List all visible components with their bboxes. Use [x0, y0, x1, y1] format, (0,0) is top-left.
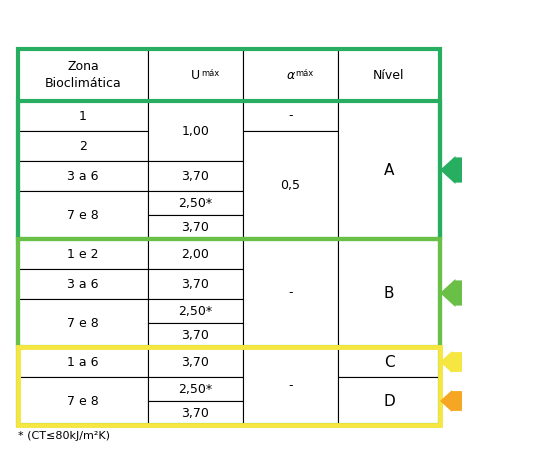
Bar [243, 347, 338, 425]
Bar [18, 299, 148, 347]
Bar [18, 191, 148, 239]
Text: 7 e 8: 7 e 8 [67, 394, 99, 408]
Bar [148, 299, 243, 323]
Text: máx: máx [296, 68, 314, 77]
Bar [243, 101, 338, 131]
Bar [18, 347, 440, 425]
Text: -: - [288, 379, 293, 393]
Bar [338, 347, 440, 377]
Bar [148, 377, 243, 401]
Text: 2,50*: 2,50* [178, 197, 212, 210]
Bar [338, 49, 440, 101]
Bar [18, 49, 440, 425]
Text: 3,70: 3,70 [182, 328, 210, 341]
Text: 3,70: 3,70 [182, 220, 210, 234]
Bar [18, 101, 148, 131]
Text: U: U [191, 68, 200, 82]
Text: α: α [286, 68, 295, 82]
Text: D: D [383, 393, 395, 408]
Bar [148, 239, 243, 269]
Polygon shape [440, 156, 462, 184]
Text: 7 e 8: 7 e 8 [67, 317, 99, 330]
Text: 3 a 6: 3 a 6 [67, 278, 99, 290]
Text: Nível: Nível [373, 68, 405, 82]
Polygon shape [440, 351, 462, 373]
Text: A: A [384, 162, 394, 177]
Bar [338, 239, 440, 347]
Bar [148, 161, 243, 191]
Polygon shape [440, 279, 462, 307]
Bar [18, 101, 440, 239]
Text: 3,70: 3,70 [182, 169, 210, 182]
Text: 3 a 6: 3 a 6 [67, 169, 99, 182]
Bar [148, 401, 243, 425]
Bar [243, 49, 338, 101]
Bar [18, 269, 148, 299]
Text: 3,70: 3,70 [182, 356, 210, 369]
Text: 2,50*: 2,50* [178, 383, 212, 395]
Text: 2: 2 [79, 139, 87, 152]
Bar [18, 377, 148, 425]
Bar [148, 49, 243, 101]
Polygon shape [440, 390, 462, 412]
Text: máx: máx [201, 68, 220, 77]
Text: 1: 1 [79, 109, 87, 122]
Text: 3,70: 3,70 [182, 407, 210, 419]
Text: * (CT≤80kJ/m²K): * (CT≤80kJ/m²K) [18, 431, 110, 441]
Bar [338, 377, 440, 425]
Bar [243, 239, 338, 347]
Bar [18, 239, 440, 347]
Text: 3,70: 3,70 [182, 278, 210, 290]
Bar [18, 347, 148, 377]
Text: Zona
Bioclimática: Zona Bioclimática [45, 60, 121, 90]
Text: B: B [383, 286, 394, 301]
Bar [148, 323, 243, 347]
Text: -: - [288, 109, 293, 122]
Bar [18, 131, 148, 161]
Bar [338, 101, 440, 239]
Text: C: C [383, 355, 394, 370]
Bar [18, 49, 148, 101]
Bar [148, 269, 243, 299]
Text: 0,5: 0,5 [281, 179, 301, 191]
Text: 1,00: 1,00 [182, 124, 210, 137]
Text: -: - [288, 287, 293, 300]
Bar [148, 191, 243, 215]
Bar [243, 131, 338, 239]
Bar [18, 161, 148, 191]
Bar [148, 215, 243, 239]
Text: 1 e 2: 1 e 2 [67, 248, 99, 260]
Bar [148, 101, 243, 161]
Bar [148, 347, 243, 377]
Text: 1 a 6: 1 a 6 [67, 356, 99, 369]
Bar [18, 239, 148, 269]
Text: 2,50*: 2,50* [178, 304, 212, 318]
Text: 7 e 8: 7 e 8 [67, 209, 99, 221]
Text: 2,00: 2,00 [182, 248, 210, 260]
